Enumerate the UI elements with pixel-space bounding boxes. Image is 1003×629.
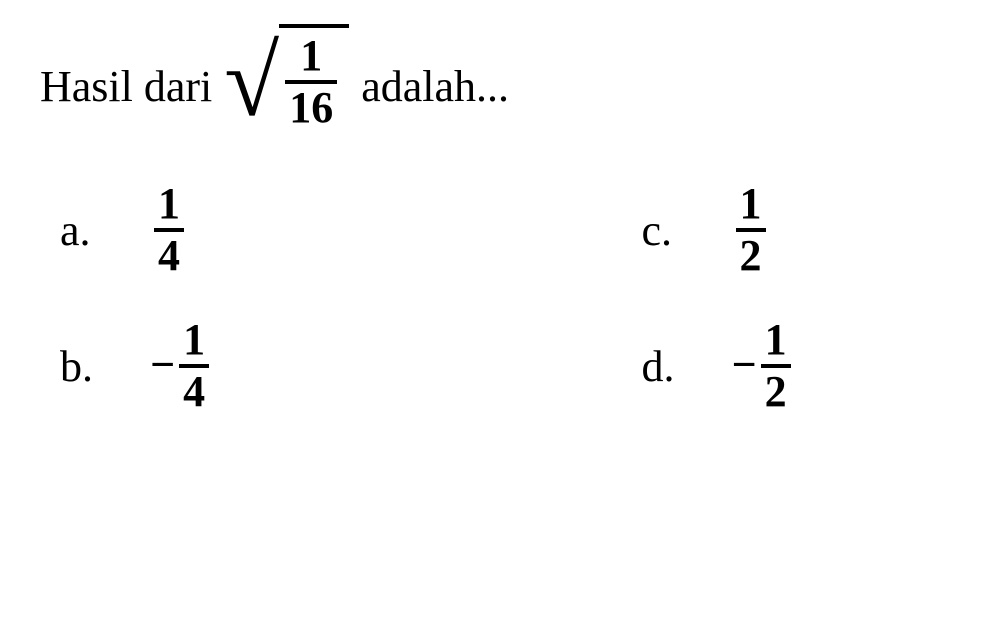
- option-d-value: − 1 2: [732, 318, 791, 414]
- option-a-numerator: 1: [154, 182, 184, 228]
- option-a-fraction: 1 4: [154, 182, 184, 278]
- sqrt-numerator: 1: [296, 34, 326, 80]
- sqrt-expression: √ 1 16: [224, 30, 349, 142]
- option-b-numerator: 1: [179, 318, 209, 364]
- option-c: c. 1 2: [642, 182, 964, 278]
- option-c-value: 1 2: [732, 182, 766, 278]
- options-grid: a. 1 4 c. 1 2 b. − 1 4: [40, 182, 963, 414]
- option-c-numerator: 1: [736, 182, 766, 228]
- sqrt-symbol: √: [224, 57, 279, 107]
- question-text: Hasil dari √ 1 16 adalah...: [40, 30, 963, 142]
- option-b-sign: −: [150, 339, 175, 390]
- option-d-denominator: 2: [761, 368, 791, 414]
- option-c-letter: c.: [642, 205, 682, 256]
- option-d-fraction: 1 2: [761, 318, 791, 414]
- sqrt-denominator: 16: [285, 84, 337, 130]
- option-b-letter: b.: [60, 341, 100, 392]
- option-d: d. − 1 2: [642, 318, 964, 414]
- option-d-numerator: 1: [761, 318, 791, 364]
- option-a: a. 1 4: [60, 182, 382, 278]
- option-c-fraction: 1 2: [736, 182, 766, 278]
- option-d-letter: d.: [642, 341, 682, 392]
- option-b-denominator: 4: [179, 368, 209, 414]
- option-b: b. − 1 4: [60, 318, 382, 414]
- option-a-letter: a.: [60, 205, 100, 256]
- question-prefix: Hasil dari: [40, 61, 212, 112]
- sqrt-fraction: 1 16: [285, 34, 337, 130]
- option-b-value: − 1 4: [150, 318, 209, 414]
- option-b-fraction: 1 4: [179, 318, 209, 414]
- question-suffix: adalah...: [361, 61, 509, 112]
- sqrt-content: 1 16: [279, 24, 349, 136]
- option-a-value: 1 4: [150, 182, 184, 278]
- option-c-denominator: 2: [736, 232, 766, 278]
- option-d-sign: −: [732, 339, 757, 390]
- option-a-denominator: 4: [154, 232, 184, 278]
